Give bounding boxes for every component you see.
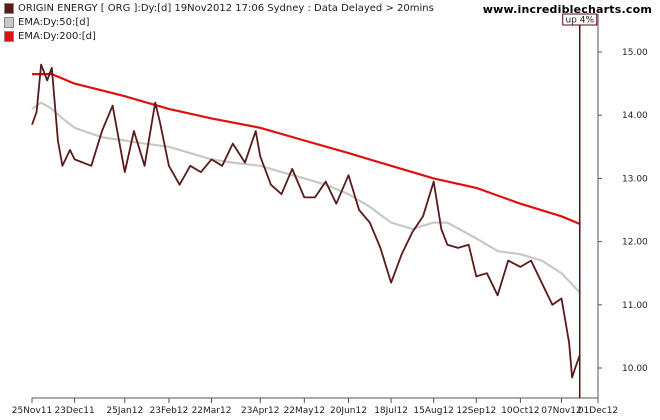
x-tick-label: 23Apr12 [241, 406, 279, 416]
legend-ema200-label: EMA:Dy:200:[d] [18, 31, 96, 42]
price-line [31, 63, 581, 379]
y-tick-label: 13.00 [622, 174, 648, 184]
series-layer [31, 63, 581, 379]
x-tick-label: 01Dec12 [578, 406, 618, 416]
annotation-label: up 4% [565, 16, 594, 26]
y-tick-label: 11.00 [622, 301, 648, 311]
legend-ema50-swatch [4, 17, 14, 28]
ema200-line [32, 72, 581, 225]
x-tick-label: 18Jul12 [374, 406, 408, 416]
legend-ema200: EMA:Dy:200:[d] [4, 30, 96, 43]
x-tick-label: 15Aug12 [413, 406, 453, 416]
legend-price: ORIGIN ENERGY [ ORG ]:Dy:[d] 19Nov2012 1… [4, 2, 434, 15]
ema50-line [31, 101, 581, 293]
x-tick-label: 23Feb12 [150, 406, 189, 416]
annotation-layer: up 4% [562, 13, 598, 398]
annotation-box [562, 13, 598, 26]
legend-ema50: EMA:Dy:50:[d] [4, 16, 89, 29]
x-tick-label: 25Nov11 [12, 406, 52, 416]
legend-price-swatch [4, 3, 14, 14]
y-tick-label: 14.00 [622, 111, 648, 121]
y-tick-label: 10.00 [622, 364, 648, 374]
x-tick-label: 07Nov12 [541, 406, 581, 416]
x-tick-label: 22Mar12 [192, 406, 232, 416]
axis-layer: 10.00 11.00 12.00 13.00 14.00 15.00 25Nov11 23D… [12, 14, 648, 416]
y-tick-label: 15.00 [622, 48, 648, 58]
x-tick-label: 12Sep12 [456, 406, 496, 416]
legend-price-label: ORIGIN ENERGY [ ORG ]:Dy:[d] 19Nov2012 1… [18, 3, 434, 14]
x-tick-label: 25Jan12 [106, 406, 143, 416]
x-tick-label: 23Dec11 [54, 406, 94, 416]
y-tick-label: 12.00 [622, 238, 648, 248]
x-tick-label: 10Oct12 [501, 406, 539, 416]
watermark-text: www.incrediblecharts.com [482, 3, 652, 16]
x-tick-label: 22May12 [284, 406, 326, 416]
legend-ema200-swatch [4, 31, 14, 42]
legend-ema50-label: EMA:Dy:50:[d] [18, 17, 90, 28]
x-tick-label: 20Jun12 [330, 406, 367, 416]
